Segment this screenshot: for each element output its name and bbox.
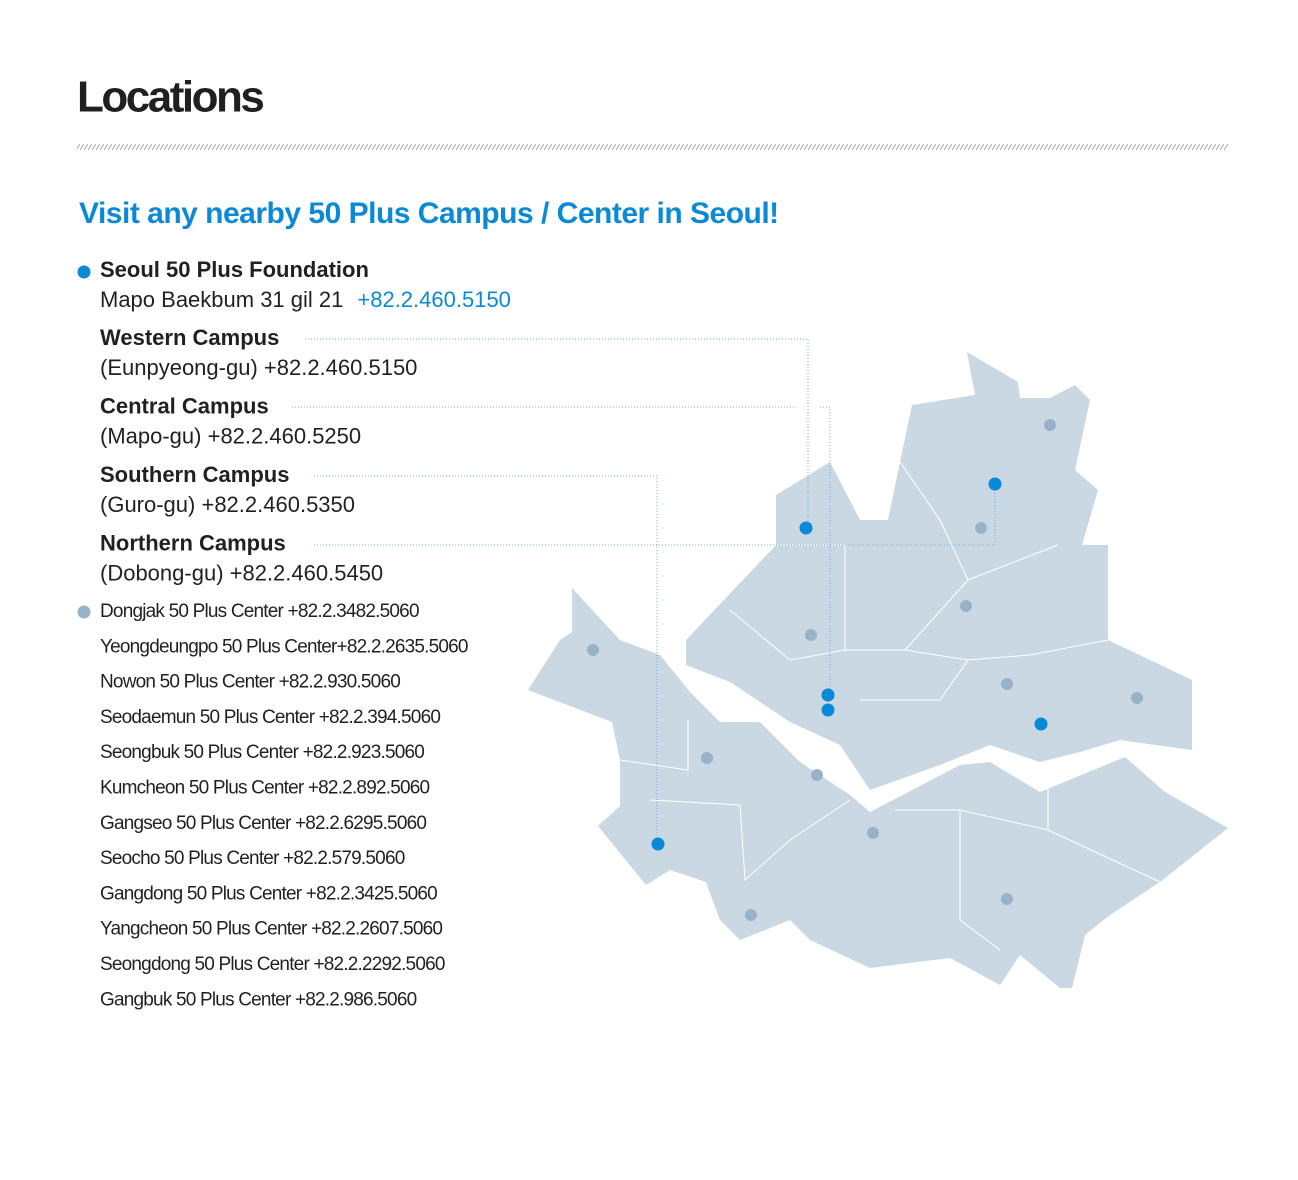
title: Locations bbox=[77, 73, 263, 122]
divider bbox=[77, 144, 1228, 150]
seoul-map bbox=[528, 352, 1228, 988]
center: Kumcheon 50 Plus Center +82.2.892.5060 bbox=[100, 778, 430, 799]
center: Gangseo 50 Plus Center +82.2.6295.5060 bbox=[100, 813, 426, 834]
center: Seodaemun 50 Plus Center +82.2.394.5060 bbox=[100, 707, 440, 728]
campus-detail: (Eunpyeong-gu) +82.2.460.5150 bbox=[100, 355, 417, 380]
campus-name: Northern Campus bbox=[100, 530, 286, 555]
center: Seocho 50 Plus Center +82.2.579.5060 bbox=[100, 848, 405, 869]
address: Mapo Baekbum 31 gil 21 bbox=[100, 287, 343, 312]
center: Dongjak 50 Plus Center +82.2.3482.5060 bbox=[100, 601, 419, 622]
phone: +82.2.460.5150 bbox=[357, 287, 511, 312]
campus-name: Southern Campus bbox=[100, 462, 289, 487]
campus-detail: (Dobong-gu) +82.2.460.5450 bbox=[100, 560, 383, 585]
center: Gangbuk 50 Plus Center +82.2.986.5060 bbox=[100, 989, 417, 1010]
campus-detail: (Guro-gu) +82.2.460.5350 bbox=[100, 492, 355, 517]
bullet bbox=[77, 265, 91, 279]
center: Seongdong 50 Plus Center +82.2.2292.5060 bbox=[100, 954, 445, 975]
map-markers bbox=[587, 419, 1143, 921]
campus-name: Western Campus bbox=[100, 325, 279, 350]
leader-lines bbox=[292, 338, 996, 844]
foundation-name: Seoul 50 Plus Foundation bbox=[100, 257, 369, 282]
center: Gangdong 50 Plus Center +82.2.3425.5060 bbox=[100, 883, 437, 904]
campus-detail: (Mapo-gu) +82.2.460.5250 bbox=[100, 423, 361, 448]
lists: Western Campus (Eunpyeong-gu) +82.2.460.5… bbox=[100, 325, 469, 1011]
center: Seongbuk 50 Plus Center +82.2.923.5060 bbox=[100, 742, 424, 763]
campus-name: Central Campus bbox=[100, 393, 269, 418]
center: Nowon 50 Plus Center +82.2.930.5060 bbox=[100, 672, 400, 693]
foundation-info: Mapo Baekbum 31 gil 21 +82.2.460.5150 bbox=[100, 287, 511, 312]
center: Yeongdeungpo 50 Plus Center+82.2.2635.50… bbox=[100, 636, 468, 657]
center: Yangcheon 50 Plus Center +82.2.2607.5060 bbox=[100, 919, 442, 940]
bullet bbox=[77, 605, 91, 619]
subtitle: Visit any nearby 50 Plus Campus / Center… bbox=[79, 197, 779, 230]
